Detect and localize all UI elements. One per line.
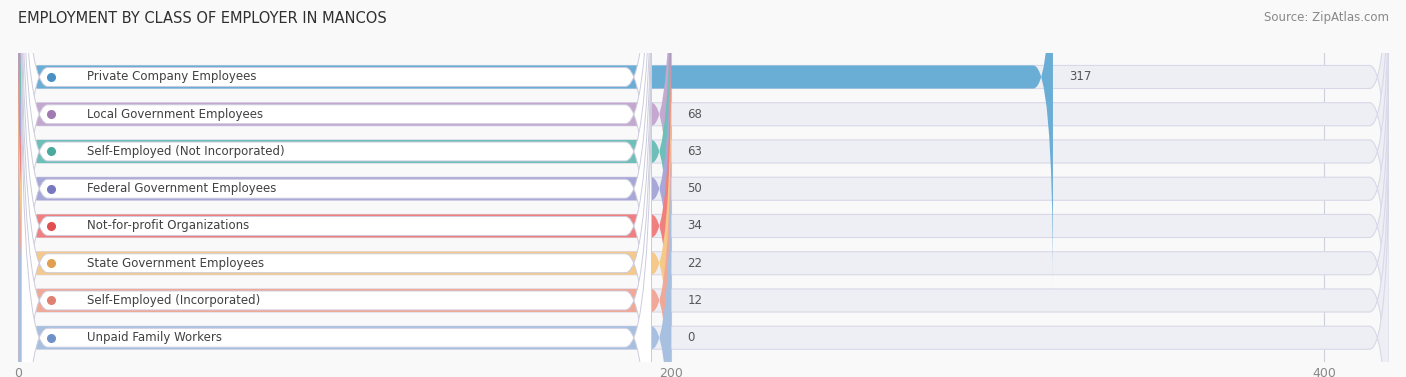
FancyBboxPatch shape: [21, 0, 651, 377]
Text: 63: 63: [688, 145, 702, 158]
FancyBboxPatch shape: [18, 0, 671, 377]
Text: Local Government Employees: Local Government Employees: [87, 108, 263, 121]
FancyBboxPatch shape: [18, 0, 1053, 289]
FancyBboxPatch shape: [18, 14, 671, 377]
Text: Self-Employed (Incorporated): Self-Employed (Incorporated): [87, 294, 260, 307]
FancyBboxPatch shape: [18, 0, 671, 363]
Text: 12: 12: [688, 294, 703, 307]
Text: 34: 34: [688, 219, 702, 233]
Text: Not-for-profit Organizations: Not-for-profit Organizations: [87, 219, 249, 233]
Text: Self-Employed (Not Incorporated): Self-Employed (Not Incorporated): [87, 145, 284, 158]
FancyBboxPatch shape: [21, 0, 651, 377]
Text: Federal Government Employees: Federal Government Employees: [87, 182, 276, 195]
Text: 68: 68: [688, 108, 702, 121]
Text: Source: ZipAtlas.com: Source: ZipAtlas.com: [1264, 11, 1389, 24]
Text: 0: 0: [688, 331, 695, 344]
FancyBboxPatch shape: [18, 0, 1389, 363]
FancyBboxPatch shape: [18, 0, 1389, 326]
Text: Unpaid Family Workers: Unpaid Family Workers: [87, 331, 222, 344]
FancyBboxPatch shape: [18, 89, 671, 377]
FancyBboxPatch shape: [18, 14, 1389, 377]
Text: 50: 50: [688, 182, 702, 195]
FancyBboxPatch shape: [21, 0, 651, 377]
Text: State Government Employees: State Government Employees: [87, 257, 264, 270]
FancyBboxPatch shape: [18, 126, 671, 377]
FancyBboxPatch shape: [21, 49, 651, 377]
FancyBboxPatch shape: [18, 51, 671, 377]
FancyBboxPatch shape: [18, 89, 1389, 377]
Text: EMPLOYMENT BY CLASS OF EMPLOYER IN MANCOS: EMPLOYMENT BY CLASS OF EMPLOYER IN MANCO…: [18, 11, 387, 26]
FancyBboxPatch shape: [18, 0, 1389, 377]
FancyBboxPatch shape: [21, 0, 651, 365]
Text: 22: 22: [688, 257, 703, 270]
FancyBboxPatch shape: [21, 0, 651, 377]
FancyBboxPatch shape: [18, 0, 1389, 289]
Text: 317: 317: [1070, 70, 1091, 83]
FancyBboxPatch shape: [18, 51, 1389, 377]
Text: Private Company Employees: Private Company Employees: [87, 70, 256, 83]
FancyBboxPatch shape: [18, 0, 671, 326]
FancyBboxPatch shape: [21, 12, 651, 377]
FancyBboxPatch shape: [18, 126, 1389, 377]
FancyBboxPatch shape: [21, 0, 651, 377]
